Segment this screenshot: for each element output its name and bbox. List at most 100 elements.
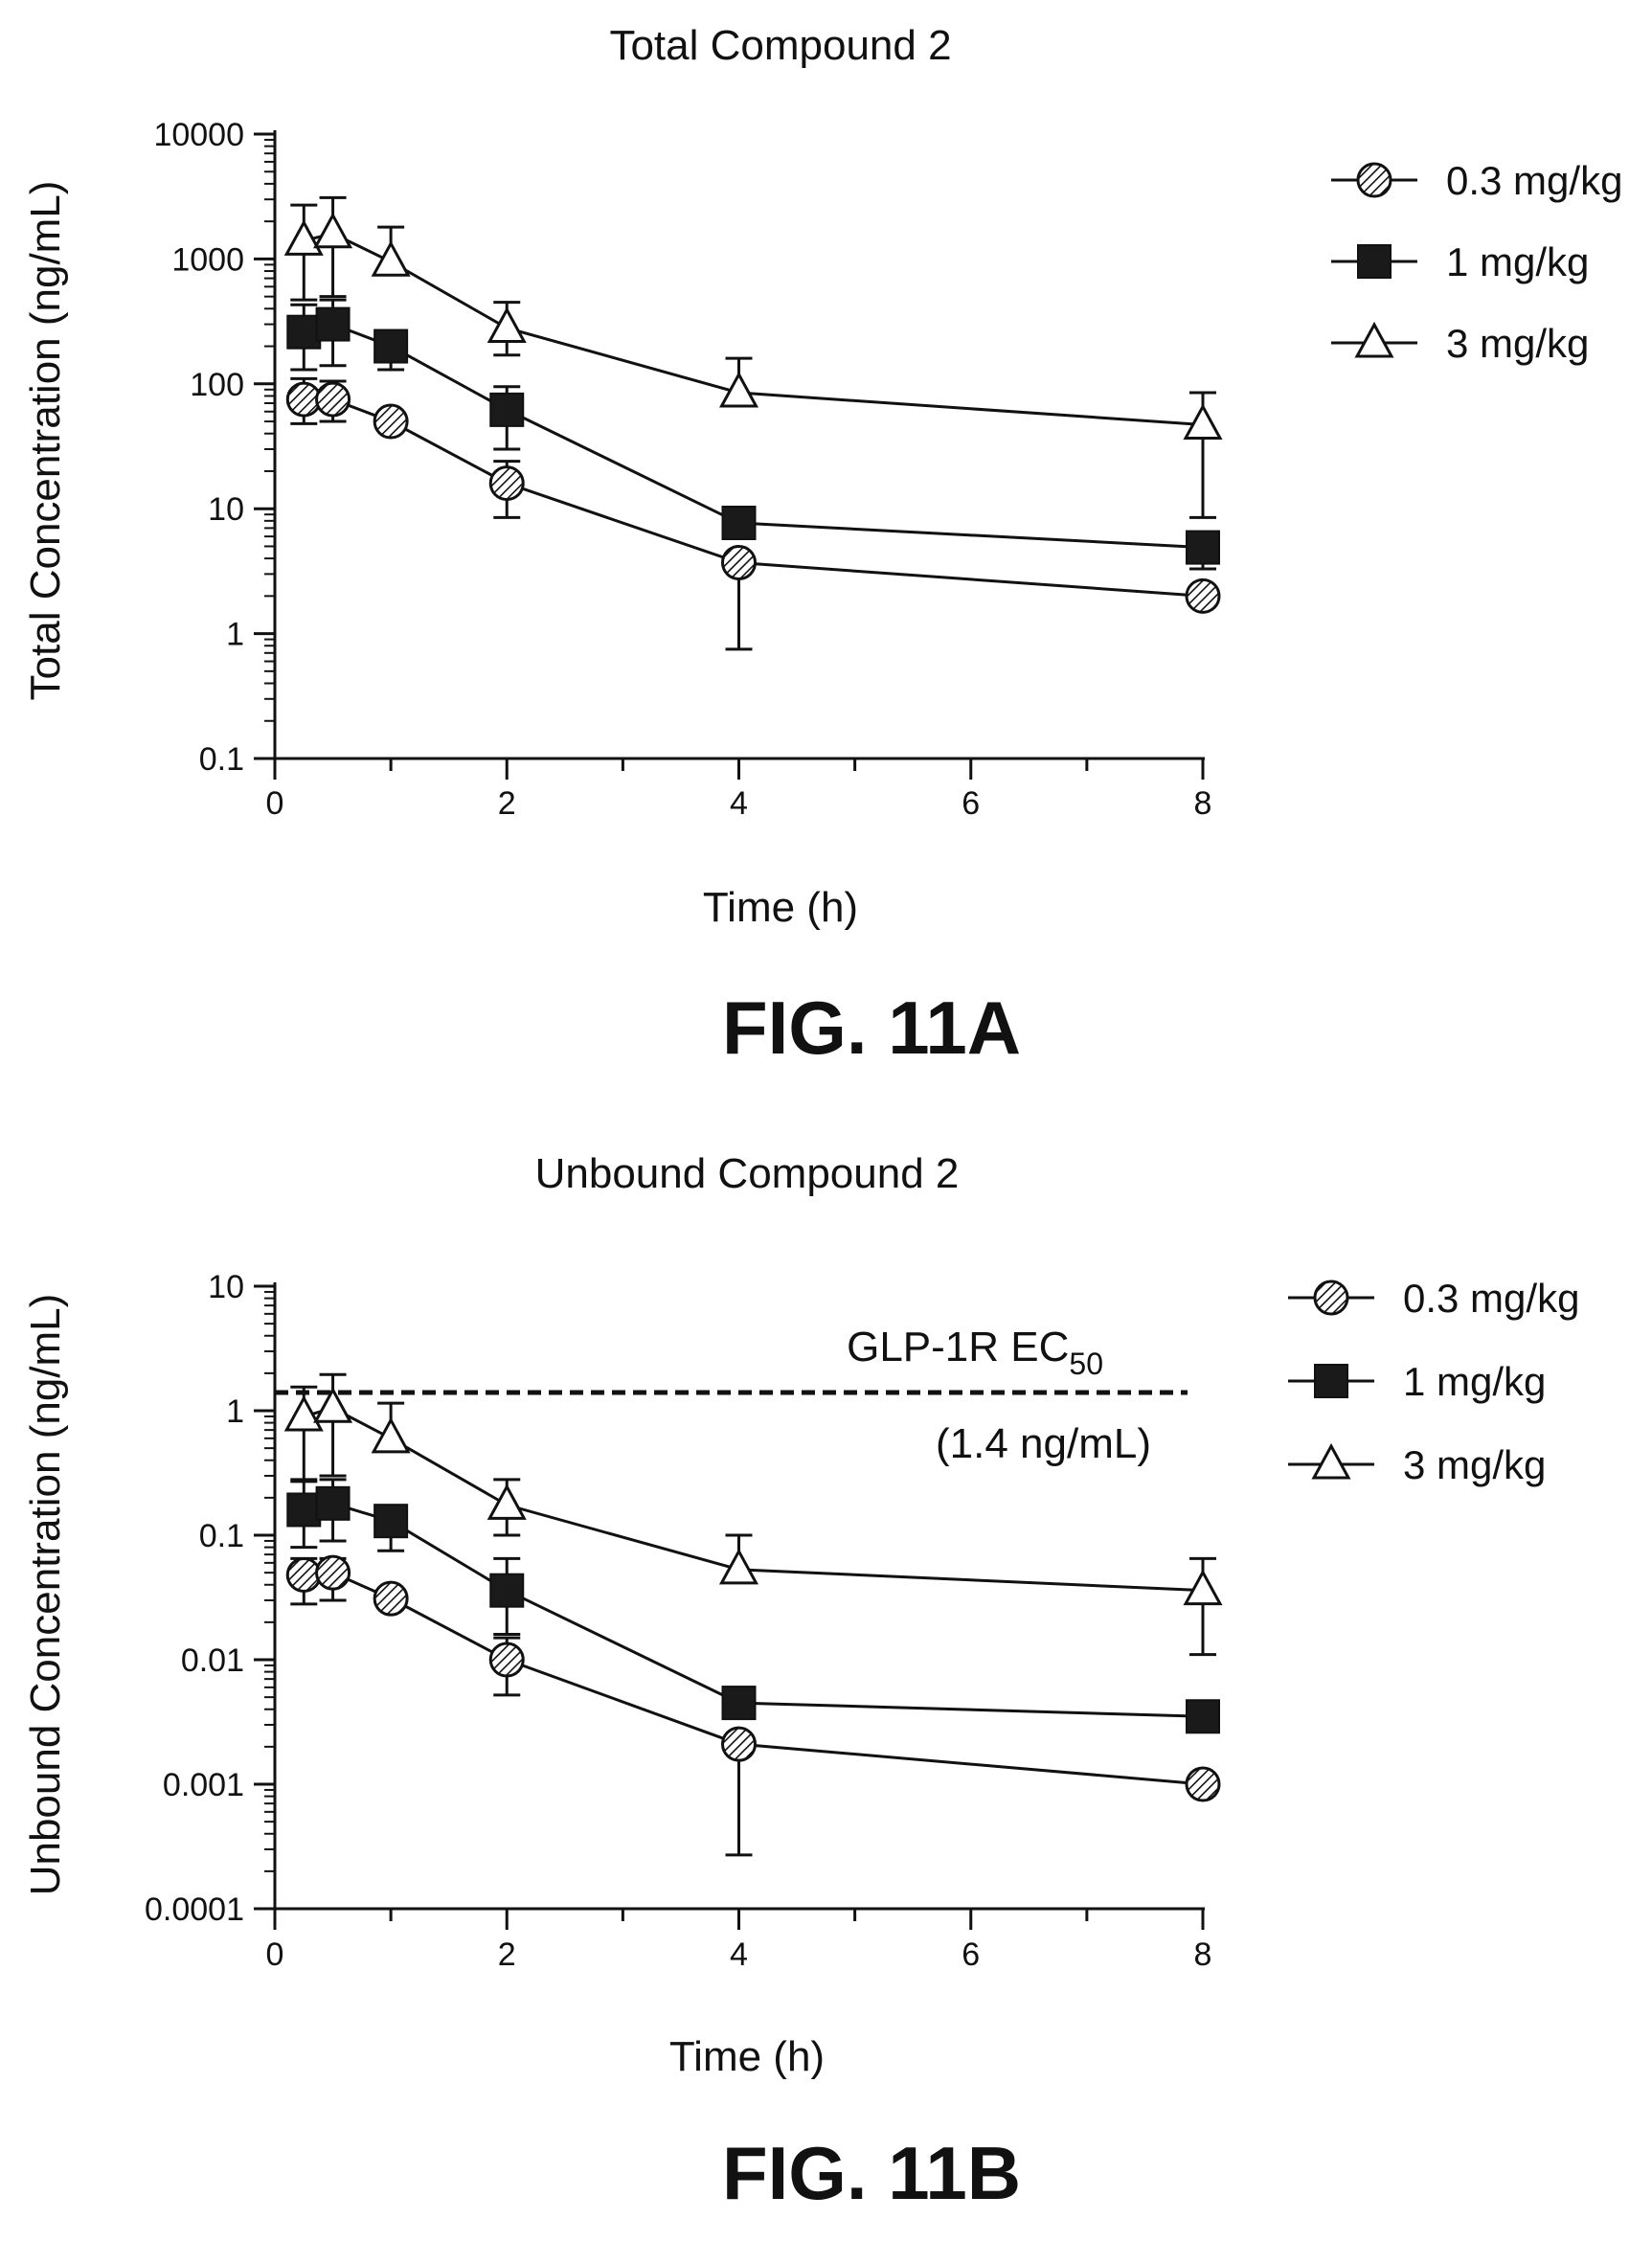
- y-tick-label: 0.001: [163, 1767, 244, 1803]
- data-point: [371, 1416, 411, 1454]
- x-tick-label: 2: [498, 1936, 516, 1973]
- y-tick-label: 1000: [171, 241, 244, 278]
- legend-label: 1 mg/kg: [1446, 239, 1589, 284]
- legend-label: 3 mg/kg: [1403, 1442, 1546, 1487]
- legend-marker: [1354, 321, 1394, 358]
- series-3-mg-kg: [283, 195, 1223, 519]
- reference-line-label-subscript: 50: [1069, 1347, 1103, 1381]
- reference-line-label-main: GLP-1R EC: [847, 1324, 1069, 1370]
- chart-panel-a: Total Compound 2 Time (h) Total Concentr…: [22, 22, 1622, 1070]
- data-point: [1185, 577, 1221, 614]
- y-tick-label: 10: [208, 491, 244, 528]
- chart-title: Unbound Compound 2: [535, 1150, 960, 1197]
- legend-entry: 1 mg/kg: [1288, 1359, 1546, 1404]
- data-point: [487, 1483, 527, 1520]
- reference-line-value: (1.4 ng/mL): [936, 1420, 1151, 1467]
- data-marks: [283, 1372, 1223, 1857]
- data-point: [283, 1394, 324, 1432]
- series-3-mg-kg: [283, 1372, 1223, 1657]
- y-tick-label: 100: [190, 367, 244, 403]
- data-point: [718, 1548, 759, 1585]
- legend-marker: [1357, 244, 1392, 279]
- figure-label: FIG. 11B: [722, 2131, 1021, 2215]
- legend-entry: 3 mg/kg: [1288, 1442, 1546, 1487]
- data-point: [721, 1686, 757, 1721]
- y-tick-label: 10: [208, 1269, 244, 1305]
- data-point: [283, 219, 324, 256]
- x-axis-label: Time (h): [703, 884, 858, 931]
- data-point: [286, 1492, 322, 1528]
- data-point: [721, 1726, 757, 1762]
- x-tick-label: 8: [1194, 1936, 1212, 1973]
- series-1-mg-kg: [286, 298, 1220, 571]
- series-1-mg-kg: [286, 1478, 1220, 1734]
- x-tick-label: 0: [266, 1936, 284, 1973]
- data-point: [373, 403, 409, 440]
- data-point: [315, 1554, 351, 1591]
- figure-label: FIG. 11A: [722, 985, 1021, 1070]
- legend: 0.3 mg/kg 1 mg/kg 3 mg/kg: [1288, 1276, 1579, 1487]
- data-point: [718, 371, 759, 408]
- y-tick-label: 0.01: [181, 1642, 244, 1679]
- series-0-3-mg-kg: [285, 1554, 1221, 1857]
- legend-marker: [1314, 1364, 1348, 1398]
- y-tick-label: 0.1: [199, 1518, 244, 1554]
- legend-entry: 0.3 mg/kg: [1288, 1276, 1579, 1321]
- data-point: [721, 545, 757, 581]
- x-tick-label: 2: [498, 785, 516, 822]
- data-point: [371, 240, 411, 277]
- y-tick-label: 10000: [153, 117, 244, 153]
- data-point: [373, 1504, 409, 1539]
- y-tick-label: 0.0001: [145, 1891, 244, 1928]
- x-tick-label: 4: [730, 785, 748, 822]
- data-point: [373, 328, 409, 364]
- data-point: [286, 314, 322, 350]
- data-point: [1186, 530, 1220, 565]
- data-point: [373, 1580, 409, 1617]
- data-point: [1185, 1766, 1221, 1802]
- legend-marker: [1356, 162, 1392, 198]
- reference-line-label: GLP-1R EC50: [847, 1324, 1103, 1381]
- data-point: [315, 306, 351, 342]
- data-point: [488, 1642, 525, 1678]
- legend-label: 0.3 mg/kg: [1446, 158, 1622, 203]
- series-0-3-mg-kg: [285, 376, 1221, 651]
- y-tick-label: 1: [226, 617, 244, 653]
- series-line: [303, 232, 1204, 427]
- x-tick-label: 6: [962, 1936, 980, 1973]
- data-point: [488, 465, 525, 502]
- data-point: [313, 212, 353, 249]
- data-marks: [283, 195, 1223, 651]
- data-point: [489, 1573, 525, 1608]
- x-axis-label: Time (h): [669, 2033, 825, 2080]
- data-point: [487, 306, 527, 343]
- data-point: [1183, 403, 1223, 441]
- x-tick-label: 0: [266, 785, 284, 822]
- axes: 0.1 1 10 100 1000 10000 0 2 4 6 8: [153, 117, 1211, 822]
- chart-panel-b: Unbound Compound 2 Time (h) Unbound Conc…: [22, 1150, 1579, 2215]
- series-line: [303, 1502, 1204, 1718]
- x-tick-label: 8: [1194, 785, 1212, 822]
- axes: 0.0001 0.001 0.01 0.1 1 10 0 2 4 6 8: [145, 1269, 1211, 1973]
- data-point: [1183, 1569, 1223, 1606]
- y-tick-label: 0.1: [199, 741, 244, 778]
- y-axis-label: Unbound Concentration (ng/mL): [22, 1294, 69, 1896]
- data-point: [315, 1485, 351, 1521]
- legend-entry: 0.3 mg/kg: [1331, 158, 1622, 203]
- data-point: [489, 392, 525, 427]
- legend-marker: [1313, 1280, 1349, 1316]
- legend-label: 0.3 mg/kg: [1403, 1276, 1579, 1321]
- data-point: [285, 1556, 322, 1593]
- legend: 0.3 mg/kg 1 mg/kg 3 mg/kg: [1331, 158, 1622, 366]
- x-tick-label: 6: [962, 785, 980, 822]
- x-tick-label: 4: [730, 1936, 748, 1973]
- data-point: [1186, 1699, 1220, 1734]
- legend-label: 1 mg/kg: [1403, 1359, 1546, 1404]
- chart-title: Total Compound 2: [609, 22, 951, 69]
- data-point: [313, 1387, 353, 1423]
- legend-label: 3 mg/kg: [1446, 321, 1589, 366]
- legend-entry: 1 mg/kg: [1331, 239, 1589, 284]
- data-point: [721, 506, 757, 541]
- y-axis-label: Total Concentration (ng/mL): [22, 181, 69, 701]
